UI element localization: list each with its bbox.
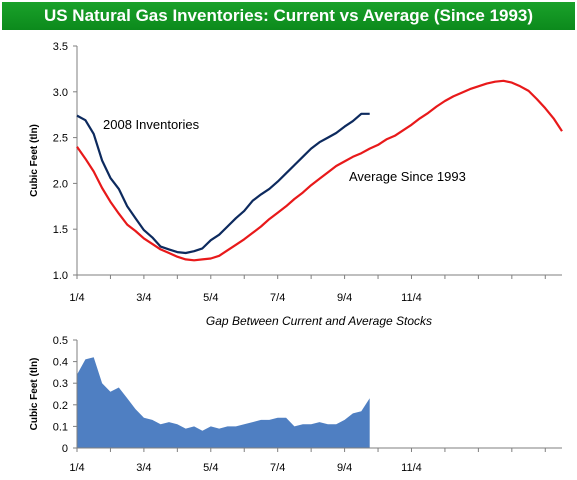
y-tick-label: 1.0 bbox=[53, 270, 68, 282]
y-tick-label: 2.5 bbox=[53, 133, 68, 145]
x-tick-label: 9/4 bbox=[337, 462, 352, 474]
y-tick-label: 0 bbox=[62, 443, 68, 455]
gap-chart-title: Gap Between Current and Average Stocks bbox=[206, 314, 432, 328]
inventory-line-chart: 1.0 1.5 2.0 2.5 3.0 3.5 1/4 3/4 5/4 7/4 9/4 11/4 Cub… bbox=[29, 41, 563, 304]
series-line-2008-inventories bbox=[76, 112, 370, 255]
x-tick-label: 5/4 bbox=[203, 292, 218, 304]
series-label-average-since-1993: Average Since 1993 bbox=[349, 169, 466, 184]
y-tick-label: 0.4 bbox=[53, 357, 68, 369]
y-tick-label: 0.5 bbox=[53, 335, 68, 347]
x-tick-label: 11/4 bbox=[401, 462, 422, 474]
y-tick-label: 3.0 bbox=[53, 87, 68, 99]
page-title: US Natural Gas Inventories: Current vs A… bbox=[2, 2, 575, 30]
x-tick-label: 11/4 bbox=[401, 292, 422, 304]
y-tick-label: 0.2 bbox=[53, 400, 68, 412]
x-tick-label: 1/4 bbox=[69, 292, 84, 304]
y-tick-label: 2.0 bbox=[53, 178, 68, 190]
y-axis-title: Cubic Feet (tln) bbox=[29, 124, 40, 197]
series-line-average-since-1993 bbox=[76, 79, 563, 262]
gap-area-series bbox=[77, 357, 370, 448]
x-tick-label: 9/4 bbox=[337, 292, 352, 304]
x-tick-label: 7/4 bbox=[270, 292, 285, 304]
x-tick-label: 5/4 bbox=[203, 462, 218, 474]
y-tick-label: 1.5 bbox=[53, 224, 68, 236]
y-tick-label: 3.5 bbox=[53, 41, 68, 53]
y-axis-title: Cubic Feet (tln) bbox=[29, 358, 40, 431]
y-tick-label: 0.1 bbox=[53, 421, 68, 433]
x-tick-label: 3/4 bbox=[136, 292, 151, 304]
series-label-2008-inventories: 2008 Inventories bbox=[103, 117, 200, 132]
y-tick-label: 0.3 bbox=[53, 378, 68, 390]
gap-area-chart: Gap Between Current and Average Stocks 0 0… bbox=[29, 314, 562, 474]
x-tick-label: 3/4 bbox=[136, 462, 151, 474]
x-tick-label: 7/4 bbox=[270, 462, 285, 474]
x-tick-label: 1/4 bbox=[69, 462, 84, 474]
